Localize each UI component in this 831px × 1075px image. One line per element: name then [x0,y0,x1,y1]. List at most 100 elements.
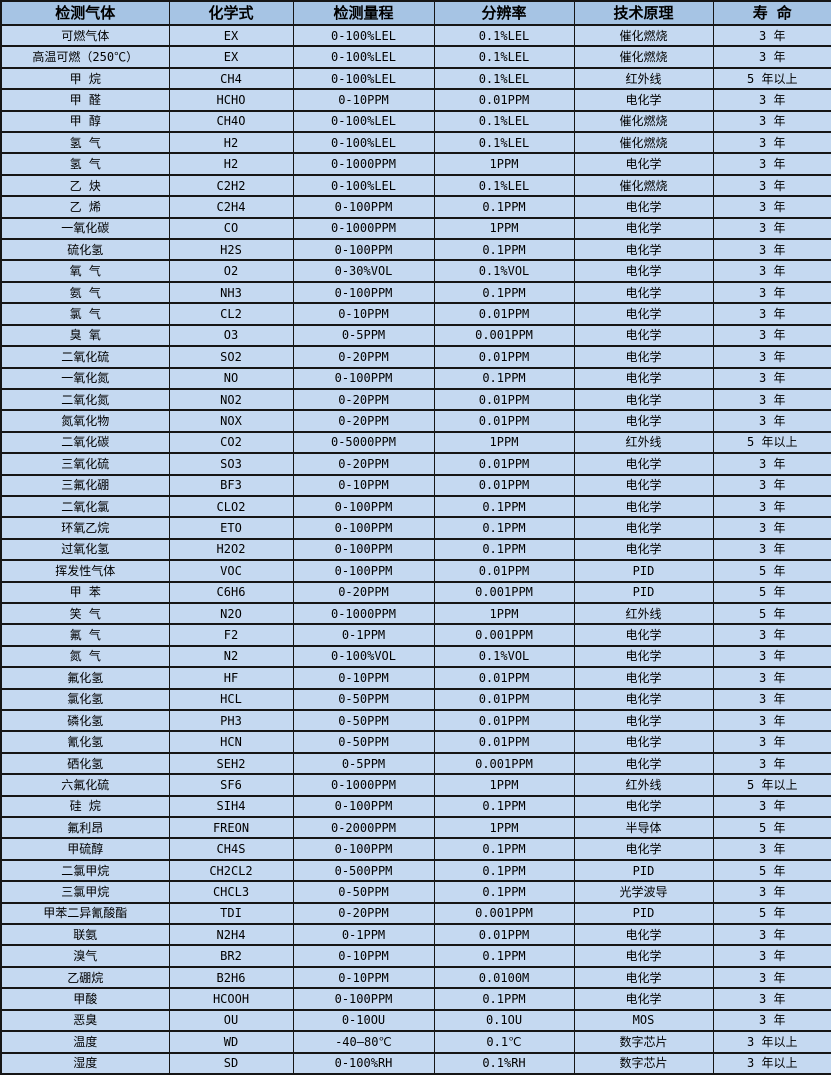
formula-cell: FREON [168,816,294,840]
gas-cell: 氨 气 [0,280,170,305]
gas-cell: 硫化氢 [0,238,170,262]
table-row: 乙 炔 C2H2 0-100%LEL 0.1%LEL 催化燃烧 3 年 [0,173,831,198]
formula-cell: OU [168,1008,294,1033]
formula-cell: N2H4 [168,923,294,947]
formula-cell: H2 [168,152,294,176]
principle-cell: 电化学 [573,195,714,219]
principle-cell: 电化学 [573,259,714,283]
formula-cell: SEH2 [168,751,294,776]
formula-cell: H2O2 [168,537,294,562]
table-row: 三氯甲烷 CHCL3 0-50PPM 0.1PPM 光学波导 3 年 [0,880,831,904]
resolution-cell: 0.001PPM [433,323,575,348]
lifespan-cell: 5 年 [712,559,831,583]
range-cell: 0-10PPM [292,944,435,968]
table-row: 甲酸 HCOOH 0-100PPM 0.1PPM 电化学 3 年 [0,987,831,1011]
principle-cell: 电化学 [573,987,714,1011]
header-lifespan: 寿 命 [712,0,831,26]
formula-cell: PH3 [168,708,294,733]
resolution-cell: 0.001PPM [433,623,575,647]
range-cell: 0-2000PPM [292,816,435,840]
principle-cell: 电化学 [573,751,714,776]
lifespan-cell: 3 年 [712,366,831,390]
range-cell: 0-100PPM [292,494,435,519]
formula-cell: SD [168,1051,294,1075]
range-cell: 0-10OU [292,1008,435,1033]
resolution-cell: 0.01PPM [433,559,575,583]
lifespan-cell: 3 年 [712,88,831,112]
resolution-cell: 0.1%LEL [433,131,575,155]
lifespan-cell: 3 年 [712,644,831,669]
gas-cell: 氢 气 [0,131,170,155]
table-row: 可燃气体 EX 0-100%LEL 0.1%LEL 催化燃烧 3 年 [0,23,831,48]
gas-cell: 氮氧化物 [0,409,170,433]
principle-cell: 电化学 [573,687,714,712]
range-cell: 0-100PPM [292,238,435,262]
range-cell: 0-1000PPM [292,152,435,176]
resolution-cell: 0.1%LEL [433,45,575,69]
range-cell: 0-5PPM [292,323,435,348]
gas-cell: 挥发性气体 [0,559,170,583]
range-cell: 0-1000PPM [292,216,435,241]
lifespan-cell: 5 年以上 [712,773,831,797]
range-cell: 0-100PPM [292,837,435,861]
range-cell: 0-20PPM [292,901,435,926]
range-cell: 0-50PPM [292,880,435,904]
formula-cell: CH4S [168,837,294,861]
lifespan-cell: 3 年 [712,280,831,305]
lifespan-cell: 3 年 [712,109,831,134]
table-row: 溴气 BR2 0-10PPM 0.1PPM 电化学 3 年 [0,944,831,968]
formula-cell: CH4 [168,66,294,91]
formula-cell: BF3 [168,473,294,497]
gas-cell: 甲硫醇 [0,837,170,861]
principle-cell: 电化学 [573,473,714,497]
table-row: 二氧化氮 NO2 0-20PPM 0.01PPM 电化学 3 年 [0,387,831,412]
principle-cell: 电化学 [573,623,714,647]
header-gas: 检测气体 [0,0,170,26]
resolution-cell: 0.01PPM [433,730,575,754]
table-row: 乙 烯 C2H4 0-100PPM 0.1PPM 电化学 3 年 [0,195,831,219]
resolution-cell: 0.01PPM [433,302,575,326]
formula-cell: WD [168,1030,294,1054]
resolution-cell: 1PPM [433,152,575,176]
principle-cell: 电化学 [573,666,714,690]
resolution-cell: 0.1%VOL [433,644,575,669]
range-cell: 0-1000PPM [292,601,435,626]
principle-cell: 电化学 [573,837,714,861]
lifespan-cell: 3 年 [712,923,831,947]
lifespan-cell: 3 年 [712,794,831,819]
table-row: 磷化氢 PH3 0-50PPM 0.01PPM 电化学 3 年 [0,708,831,733]
gas-cell: 臭 氧 [0,323,170,348]
gas-cell: 恶臭 [0,1008,170,1033]
principle-cell: 电化学 [573,708,714,733]
gas-cell: 甲苯二异氰酸酯 [0,901,170,926]
table-row: 二氧化碳 CO2 0-5000PPM 1PPM 红外线 5 年以上 [0,430,831,455]
table-row: 联氨 N2H4 0-1PPM 0.01PPM 电化学 3 年 [0,923,831,947]
principle-cell: 电化学 [573,387,714,412]
resolution-cell: 1PPM [433,430,575,455]
formula-cell: EX [168,23,294,48]
range-cell: 0-20PPM [292,387,435,412]
range-cell: 0-100PPM [292,559,435,583]
range-cell: 0-1PPM [292,623,435,647]
resolution-cell: 0.01PPM [433,666,575,690]
resolution-cell: 0.01PPM [433,687,575,712]
lifespan-cell: 5 年 [712,816,831,840]
table-row: 甲苯二异氰酸酯 TDI 0-20PPM 0.001PPM PID 5 年 [0,901,831,926]
table-row: 高温可燃（250℃） EX 0-100%LEL 0.1%LEL 催化燃烧 3 年 [0,45,831,69]
principle-cell: 电化学 [573,730,714,754]
gas-cell: 氢 气 [0,152,170,176]
lifespan-cell: 5 年以上 [712,66,831,91]
formula-cell: B2H6 [168,965,294,990]
gas-cell: 三氧化硫 [0,452,170,476]
lifespan-cell: 5 年以上 [712,430,831,455]
lifespan-cell: 3 年 [712,473,831,497]
principle-cell: 催化燃烧 [573,131,714,155]
table-row: 挥发性气体 VOC 0-100PPM 0.01PPM PID 5 年 [0,559,831,583]
gas-cell: 甲 醇 [0,109,170,134]
resolution-cell: 0.1PPM [433,366,575,390]
lifespan-cell: 3 年 [712,987,831,1011]
gas-cell: 环氧乙烷 [0,516,170,540]
resolution-cell: 0.1PPM [433,987,575,1011]
gas-cell: 氟 气 [0,623,170,647]
